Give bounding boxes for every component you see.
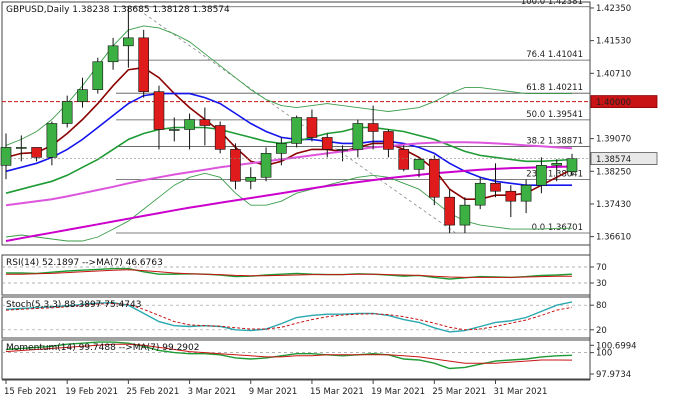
moving-average-line-4 [5,165,573,242]
bullish-candle [291,117,302,144]
bullish-candle [337,149,348,151]
moving-average-line-1 [5,92,572,186]
key-level-label: 1.40000 [596,98,631,108]
bollinger-upper-band [5,25,572,146]
x-tick-label: 25 Mar 2021 [432,387,486,397]
x-tick-label: 15 Feb 2021 [4,387,57,397]
last-price-label: 1.38574 [596,155,631,165]
moving-average-line-2 [5,126,573,194]
bearish-candle [306,117,318,138]
indicator-series-line-1 [5,343,573,364]
indicator-y-tick-label: 100 [596,349,612,359]
x-tick-label: 31 Mar 2021 [494,387,548,397]
indicator-series-line-0 [5,341,573,370]
indicator-y-tick-label: 70 [596,263,607,273]
indicator-y-tick-label: 100.6994 [596,341,637,351]
indicator-series-line-1 [5,303,573,331]
indicator-y-tick-label: 20 [596,326,607,336]
bullish-candle [245,176,257,182]
bullish-candle [184,119,195,130]
bullish-candle [276,143,287,154]
bearish-candle [321,137,333,150]
y-tick-label: 1.37430 [596,200,631,210]
bullish-candle [566,158,578,173]
indicator-y-tick-label: 97.9734 [596,370,631,380]
bullish-candle [15,147,27,149]
bullish-candle [92,61,104,90]
y-tick-label: 1.36610 [596,233,631,243]
indicator-series-line-0 [5,301,573,333]
bullish-candle [107,45,119,63]
bearish-candle [505,190,517,202]
bearish-candle [138,37,149,92]
bullish-candle [61,101,73,124]
y-tick-label: 1.40710 [596,69,631,79]
bearish-candle [444,196,455,226]
indicator-title: RSI(14) 52.1897 -->MA(7) 46.6763 [6,258,163,268]
bullish-candle [352,123,364,150]
y-tick-label: 1.39070 [596,135,631,145]
indicator-title: Stoch(5,3,3) 88.3897 75.4743 [6,300,141,310]
bearish-candle [367,123,379,132]
bearish-candle [199,119,211,126]
bullish-candle [123,37,134,47]
moving-average-line-3 [5,141,573,207]
fib-level-label: 50.0 1.39541 [526,110,583,120]
key-level-box [590,95,658,108]
bullish-candle [459,204,471,226]
fibonacci-retracement [116,6,590,234]
bullish-candle [474,182,486,206]
bearish-candle [230,149,241,182]
bollinger-lower-band [5,172,572,242]
bearish-candle [214,125,226,150]
fib-level-label: 38.2 1.38871 [526,137,583,147]
bearish-candle [383,131,394,150]
bullish-candle [260,153,272,178]
bullish-candle [520,184,532,202]
bearish-candle [490,182,501,192]
indicator-title: Momentum(14) 99.7488 -->MA(7) 99.2902 [6,343,199,353]
fib-level-label: 76.4 1.41041 [526,50,583,60]
bullish-candle [168,129,180,131]
bullish-candle [536,165,547,186]
x-tick-label: 9 Mar 2021 [249,387,297,397]
bullish-candle [551,163,563,166]
y-tick-label: 1.41530 [596,37,631,47]
fib-level-label: 23.6 1.38041 [526,170,583,180]
x-tick-label: 3 Mar 2021 [188,387,236,397]
x-tick-label: 15 Mar 2021 [310,387,364,397]
indicator-y-tick-label: 30 [596,279,607,289]
bearish-candle [153,91,165,130]
bearish-candle [429,159,440,198]
bullish-candle [46,123,58,158]
fib-level-label: 100.0 1.42381 [521,0,583,7]
y-tick-label: 1.42350 [596,4,631,14]
indicator-y-tick-label: 80 [596,301,607,311]
candles [0,6,578,234]
chart-title: GBPUSD,Daily 1.38238 1.38685 1.38128 1.3… [6,5,230,15]
bullish-candle [77,89,88,102]
indicator-series-line-1 [6,269,572,278]
last-price-box [590,152,658,165]
bullish-candle [0,147,12,166]
x-tick-label: 19 Feb 2021 [65,387,118,397]
x-tick-label: 25 Feb 2021 [126,387,179,397]
x-tick-label: 19 Mar 2021 [371,387,425,397]
indicator-series-line-0 [6,267,573,280]
bullish-candle [413,159,425,170]
bearish-candle [398,149,410,170]
bearish-candle [31,147,42,158]
fib-level-label: 61.8 1.40211 [526,83,583,93]
y-tick-label: 1.38250 [596,167,631,177]
